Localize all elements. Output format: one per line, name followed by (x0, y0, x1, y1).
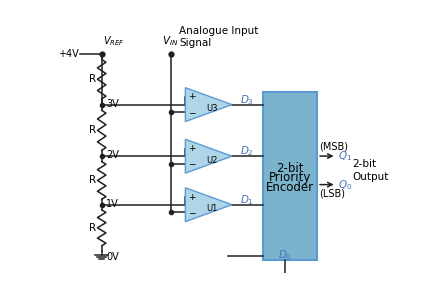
Text: −: − (188, 108, 196, 117)
Text: $V_{IN}$: $V_{IN}$ (163, 34, 179, 48)
Text: (LSB): (LSB) (320, 189, 345, 199)
Text: $Q_1$: $Q_1$ (338, 149, 352, 163)
Text: $D_3$: $D_3$ (240, 93, 254, 107)
Text: 2V: 2V (106, 150, 119, 161)
Text: +4V: +4V (57, 49, 79, 59)
Text: 2-bit: 2-bit (276, 162, 304, 175)
Text: 2-bit
Output: 2-bit Output (352, 159, 388, 181)
Text: $D_1$: $D_1$ (240, 193, 254, 207)
Text: $D_0$: $D_0$ (278, 249, 292, 262)
Text: R: R (89, 223, 96, 233)
Text: −: − (188, 159, 196, 168)
Text: R: R (89, 74, 96, 84)
Text: Encoder: Encoder (266, 181, 314, 194)
Text: +: + (188, 192, 196, 202)
Text: 1V: 1V (106, 199, 119, 209)
Text: U3: U3 (206, 104, 218, 113)
Polygon shape (185, 139, 232, 173)
Text: R: R (89, 175, 96, 185)
Text: $Q_0$: $Q_0$ (338, 178, 352, 192)
Bar (263, 92, 317, 260)
Polygon shape (185, 188, 232, 222)
Text: Priority: Priority (269, 171, 311, 184)
Text: (MSB): (MSB) (320, 142, 348, 152)
Text: Analogue Input
Signal: Analogue Input Signal (179, 26, 259, 48)
Text: U2: U2 (206, 156, 218, 165)
Text: +: + (188, 144, 196, 153)
Text: 0V: 0V (106, 252, 119, 262)
Text: +: + (188, 92, 196, 102)
Text: $D_2$: $D_2$ (241, 145, 254, 158)
Text: −: − (188, 208, 196, 217)
Text: $V_{REF}$: $V_{REF}$ (103, 34, 125, 48)
Polygon shape (185, 88, 232, 122)
Text: U1: U1 (206, 204, 218, 213)
Text: R: R (89, 125, 96, 135)
Text: 3V: 3V (106, 99, 119, 109)
